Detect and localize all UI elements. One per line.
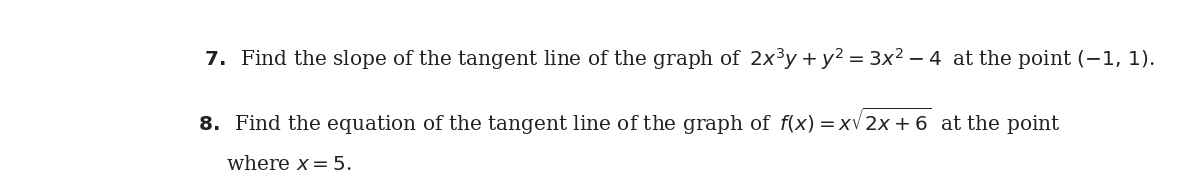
Text: where $x = 5$.: where $x = 5$. [227,155,353,174]
Text: $\bf{7.}$$\;\;$Find the slope of the tangent line of the graph of$\;\;2x^3y + y^: $\bf{7.}$$\;\;$Find the slope of the tan… [204,46,1154,72]
Text: $\bf{8.}$$\;\;$Find the equation of the tangent line of the graph of$\;\;f(x) = : $\bf{8.}$$\;\;$Find the equation of the … [198,105,1061,137]
